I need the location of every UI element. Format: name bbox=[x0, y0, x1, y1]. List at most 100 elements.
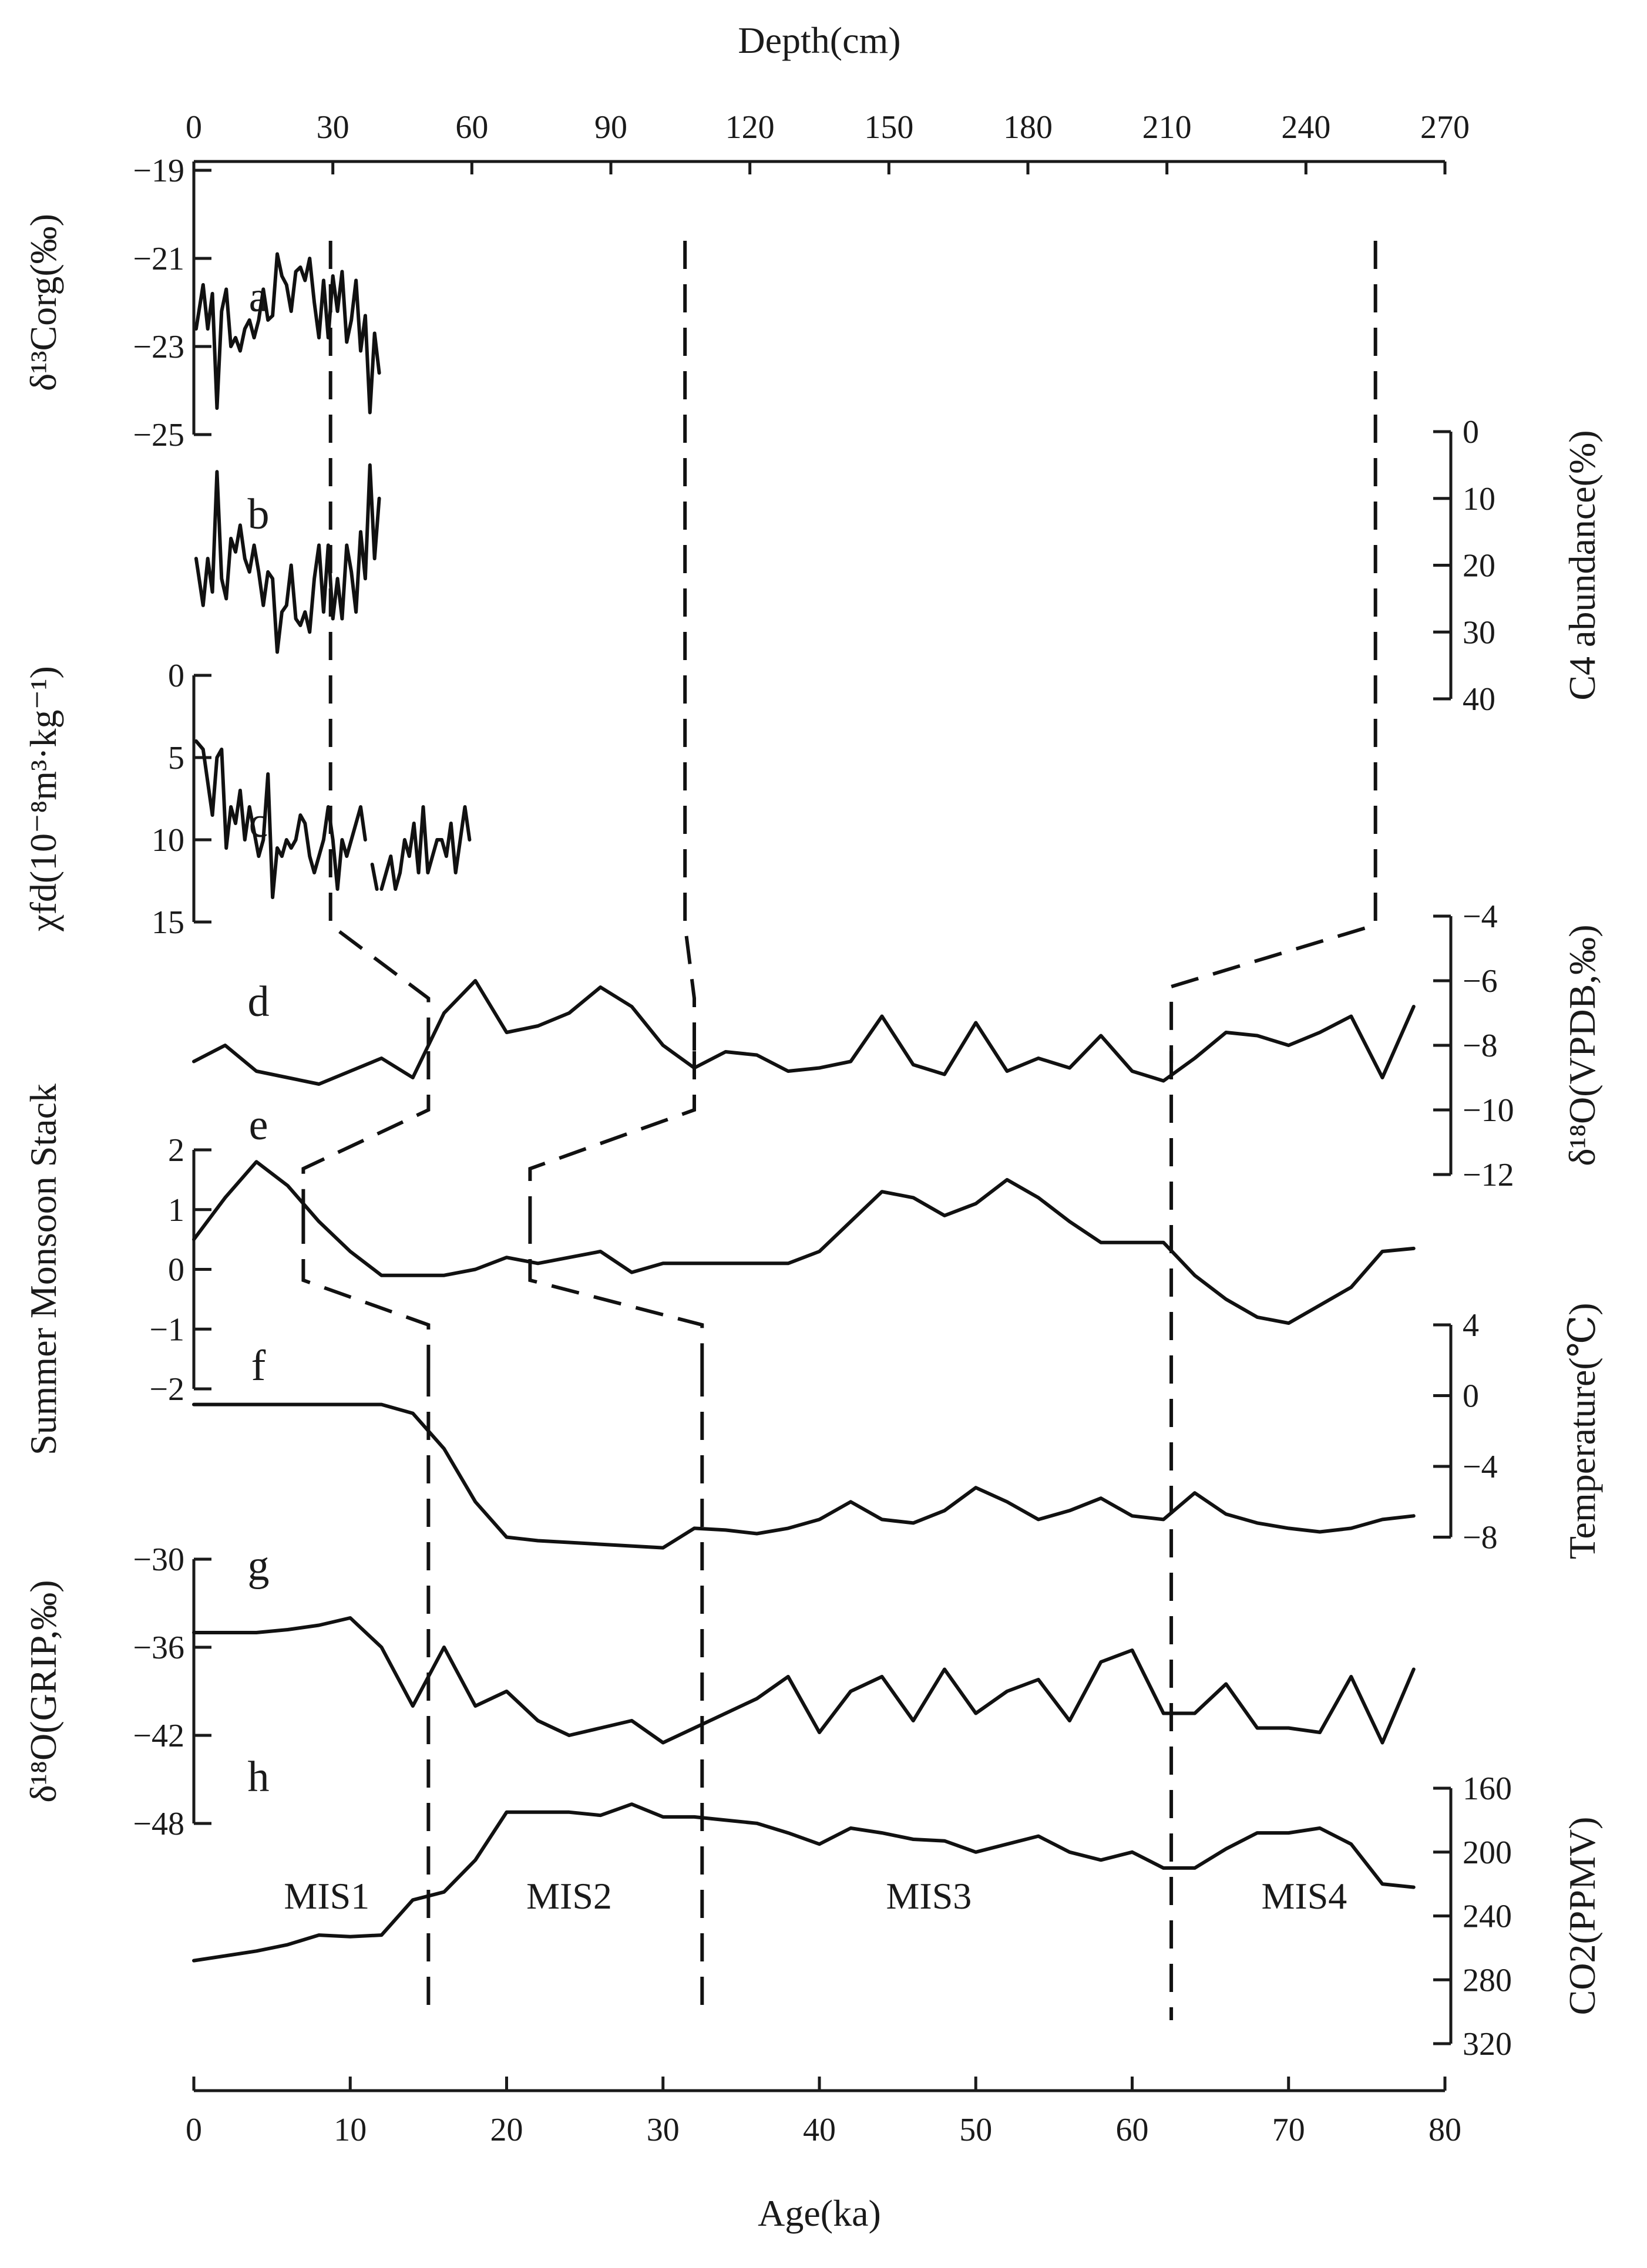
y-tick-label-c: 0 bbox=[168, 658, 184, 694]
mis-label: MIS2 bbox=[526, 1875, 612, 1917]
correlation-lines bbox=[301, 241, 1377, 2020]
y-tick-label-d: −10 bbox=[1463, 1092, 1514, 1129]
panel-d: −4 −6 −8 −10 −12 δ¹⁸O(VPDB,‰) d bbox=[192, 899, 1603, 1193]
bottom-axis-tick-label: 10 bbox=[334, 2112, 367, 2148]
y-tick-label-b: 30 bbox=[1463, 614, 1495, 651]
top-axis-tick-label: 210 bbox=[1142, 109, 1192, 146]
y-axis-title-f: Temperature(℃) bbox=[1561, 1303, 1603, 1559]
y-axis-title-a: δ¹³Corg(‰) bbox=[22, 214, 64, 391]
top-axis-tick-label: 270 bbox=[1420, 109, 1470, 146]
y-tick-label-h: 240 bbox=[1463, 1899, 1512, 1935]
y-tick-label-a: −25 bbox=[133, 417, 184, 453]
bottom-axis-tick-label: 30 bbox=[647, 2112, 680, 2148]
y-tick-label-h: 160 bbox=[1463, 1771, 1512, 1807]
series-line-c-seg0 bbox=[194, 739, 367, 899]
correlation-line bbox=[1169, 241, 1377, 1063]
y-tick-label-b: 40 bbox=[1463, 681, 1495, 718]
series-line-g bbox=[192, 1616, 1416, 1745]
correlation-line bbox=[528, 1051, 696, 1216]
y-tick-label-c: 10 bbox=[152, 822, 184, 859]
y-tick-label-g: −30 bbox=[133, 1542, 184, 1578]
bottom-axis-tick-label: 40 bbox=[803, 2112, 836, 2148]
panel-letter-h: h bbox=[248, 1753, 270, 1801]
top-axis-tick-label: 0 bbox=[186, 109, 202, 146]
top-axis-tick-label: 120 bbox=[725, 109, 775, 146]
top-axis-tick-label: 240 bbox=[1281, 109, 1330, 146]
y-tick-label-f: 0 bbox=[1463, 1378, 1479, 1415]
correlation-line bbox=[301, 1051, 431, 1216]
y-tick-label-b: 0 bbox=[1463, 414, 1479, 450]
y-axis-title-c: χfd(10⁻⁸m³·kg⁻¹) bbox=[22, 666, 64, 932]
y-tick-label-a: −21 bbox=[133, 241, 184, 277]
top-axis-tick-label: 30 bbox=[317, 109, 349, 146]
y-tick-label-d: −6 bbox=[1463, 963, 1498, 1000]
y-tick-label-c: 15 bbox=[152, 904, 184, 941]
mis-label: MIS4 bbox=[1261, 1875, 1347, 1917]
y-tick-label-d: −4 bbox=[1463, 899, 1498, 935]
bottom-axis-tick-label: 80 bbox=[1428, 2112, 1461, 2148]
y-tick-label-c: 5 bbox=[168, 740, 184, 776]
correlation-line bbox=[683, 241, 696, 1051]
y-axis-title-b: C4 abundance(%) bbox=[1561, 430, 1603, 700]
y-tick-label-e: 0 bbox=[168, 1252, 184, 1288]
series-line-e bbox=[192, 1160, 1416, 1325]
y-axis-title-d: δ¹⁸O(VPDB,‰) bbox=[1561, 924, 1603, 1166]
mis-label: MIS1 bbox=[284, 1875, 369, 1917]
y-tick-label-b: 10 bbox=[1463, 481, 1495, 517]
top-axis-tick-label: 180 bbox=[1003, 109, 1053, 146]
bottom-axis-tick-label: 60 bbox=[1116, 2112, 1149, 2148]
correlation-line bbox=[528, 1216, 704, 1368]
y-tick-label-e: −2 bbox=[149, 1371, 184, 1408]
mis-label: MIS3 bbox=[886, 1875, 972, 1917]
y-tick-label-h: 200 bbox=[1463, 1835, 1512, 1871]
top-axis-tick-label: 90 bbox=[594, 109, 627, 146]
y-tick-label-e: −1 bbox=[149, 1311, 184, 1348]
mis-stage-labels: MIS1 MIS2 MIS3 MIS4 bbox=[284, 1875, 1347, 1917]
series-line-d bbox=[192, 979, 1416, 1086]
top-axis-tick-label: 150 bbox=[864, 109, 913, 146]
panel-letter-f: f bbox=[251, 1342, 266, 1390]
y-tick-label-f: 4 bbox=[1463, 1307, 1479, 1344]
panel-b: 0 10 20 30 40 C4 abundance(%) b bbox=[194, 414, 1603, 718]
bottom-axis-tick-label: 70 bbox=[1272, 2112, 1305, 2148]
bottom-axis-tick-label: 20 bbox=[490, 2112, 523, 2148]
bottom-axis-tick-label: 50 bbox=[959, 2112, 992, 2148]
top-axis-title: Depth(cm) bbox=[738, 19, 900, 61]
series-line-b bbox=[194, 463, 381, 654]
y-axis-title-h: CO2(PPMV) bbox=[1561, 1817, 1603, 2015]
panel-g: −30 −36 −42 −48 δ¹⁸O(GRIP,‰) g bbox=[22, 1542, 1416, 1842]
top-depth-axis: 0 30 60 90 120 150 180 210 240 270 Depth(cm) bbox=[186, 19, 1470, 174]
series-line-a bbox=[194, 252, 381, 415]
panel-letter-e: e bbox=[249, 1101, 268, 1149]
y-tick-label-h: 320 bbox=[1463, 2026, 1512, 2062]
y-tick-label-f: −4 bbox=[1463, 1449, 1498, 1485]
y-tick-label-a: −23 bbox=[133, 329, 184, 365]
y-axis-title-g: δ¹⁸O(GRIP,‰) bbox=[22, 1580, 64, 1802]
y-tick-label-d: −12 bbox=[1463, 1157, 1514, 1193]
y-tick-label-e: 1 bbox=[168, 1192, 184, 1229]
y-tick-label-g: −36 bbox=[133, 1630, 184, 1666]
y-tick-label-g: −42 bbox=[133, 1718, 184, 1754]
panel-letter-g: g bbox=[248, 1542, 270, 1590]
y-tick-label-a: −19 bbox=[133, 153, 184, 189]
y-tick-label-f: −8 bbox=[1463, 1520, 1498, 1556]
bottom-age-axis: 0 10 20 30 40 50 60 70 80 Age(ka) bbox=[186, 2077, 1461, 2234]
y-axis-title-e: Summer Monsoon Stack bbox=[22, 1083, 64, 1455]
series-line-c-seg1 bbox=[370, 863, 379, 891]
panel-e: 2 1 0 −1 −2 Summer Monsoon Stack e bbox=[22, 1083, 1416, 1455]
panel-letter-d: d bbox=[248, 978, 270, 1026]
series-line-f bbox=[192, 1402, 1416, 1550]
bottom-axis-title: Age(ka) bbox=[758, 2192, 881, 2234]
y-tick-label-d: −8 bbox=[1463, 1028, 1498, 1064]
correlation-line bbox=[328, 241, 431, 1051]
correlation-line bbox=[301, 1216, 431, 1368]
y-tick-label-g: −48 bbox=[133, 1806, 184, 1842]
series-line-c-seg2 bbox=[379, 805, 472, 891]
panel-letter-b: b bbox=[248, 490, 270, 539]
y-tick-label-b: 20 bbox=[1463, 548, 1495, 584]
y-tick-label-e: 2 bbox=[168, 1132, 184, 1169]
